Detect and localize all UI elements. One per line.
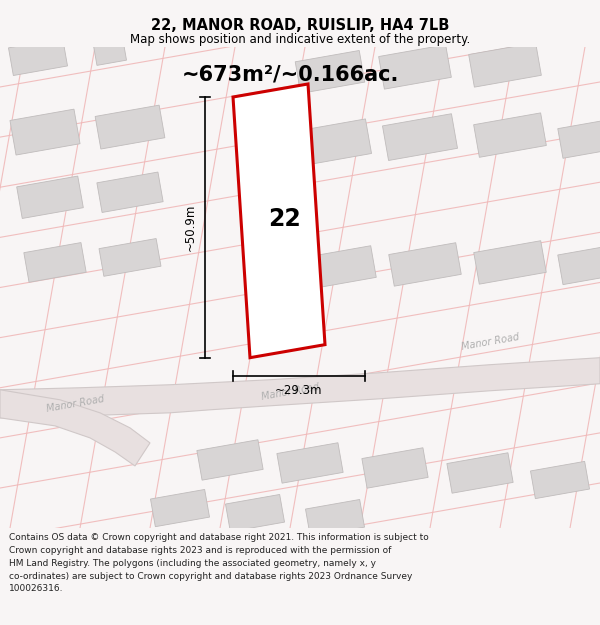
Text: Contains OS data © Crown copyright and database right 2021. This information is : Contains OS data © Crown copyright and d…: [9, 533, 429, 594]
Text: 22, MANOR ROAD, RUISLIP, HA4 7LB: 22, MANOR ROAD, RUISLIP, HA4 7LB: [151, 18, 449, 32]
Polygon shape: [97, 172, 163, 212]
Polygon shape: [298, 119, 371, 166]
Polygon shape: [197, 440, 263, 480]
Text: Manor Road: Manor Road: [460, 332, 520, 352]
Polygon shape: [558, 246, 600, 284]
Polygon shape: [99, 239, 161, 276]
Polygon shape: [474, 241, 546, 284]
Polygon shape: [295, 51, 365, 93]
Polygon shape: [95, 105, 165, 149]
Polygon shape: [382, 114, 458, 161]
Polygon shape: [447, 452, 513, 493]
Polygon shape: [530, 461, 590, 499]
Polygon shape: [24, 242, 86, 282]
Text: Manor Road: Manor Road: [260, 382, 320, 402]
Polygon shape: [389, 242, 461, 286]
Polygon shape: [233, 84, 325, 357]
Polygon shape: [226, 494, 284, 532]
Text: ~673m²/~0.166ac.: ~673m²/~0.166ac.: [181, 65, 398, 85]
Text: Manor Road: Manor Road: [45, 394, 105, 414]
Polygon shape: [0, 357, 600, 418]
Polygon shape: [558, 120, 600, 158]
Polygon shape: [469, 42, 541, 87]
Polygon shape: [94, 41, 127, 66]
Text: Map shows position and indicative extent of the property.: Map shows position and indicative extent…: [130, 32, 470, 46]
Polygon shape: [277, 442, 343, 483]
Polygon shape: [473, 113, 547, 158]
Polygon shape: [305, 499, 365, 537]
Polygon shape: [151, 489, 209, 527]
Polygon shape: [0, 390, 150, 466]
Polygon shape: [304, 246, 376, 289]
Polygon shape: [379, 45, 451, 89]
Polygon shape: [17, 176, 83, 219]
Polygon shape: [8, 38, 68, 76]
Text: ~50.9m: ~50.9m: [184, 204, 197, 251]
Polygon shape: [10, 109, 80, 155]
Text: 22: 22: [269, 208, 301, 231]
Polygon shape: [362, 448, 428, 488]
Text: ~29.3m: ~29.3m: [275, 384, 323, 397]
